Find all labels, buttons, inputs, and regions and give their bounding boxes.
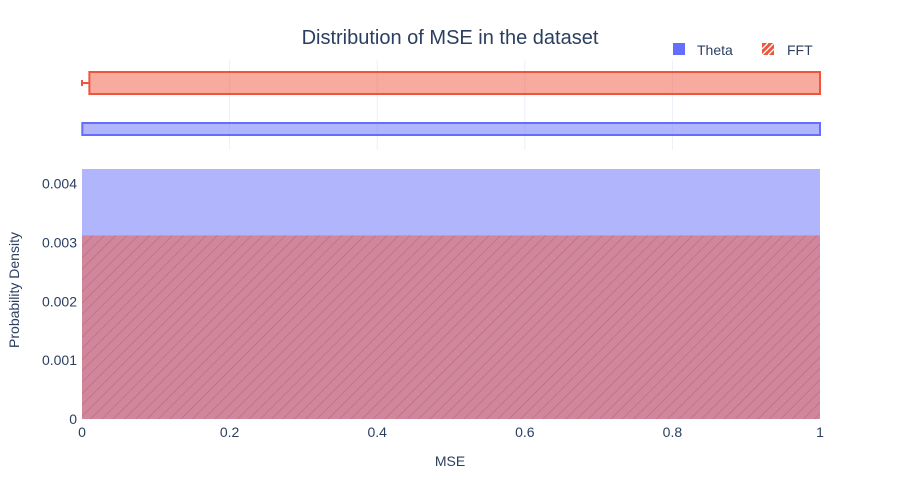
marginal-boxes (81, 71, 821, 136)
y-axis-ticks: 0 0.001 0.002 0.003 0.004 (42, 176, 77, 427)
histogram-bar-hatch-fft (82, 235, 820, 419)
y-tick-label: 0.001 (42, 352, 77, 368)
x-tick-label: 0.2 (220, 424, 240, 440)
x-axis-ticks: 0 0.2 0.4 0.6 0.8 1 (78, 424, 824, 440)
x-axis-label: MSE (435, 453, 465, 469)
legend-item-fft[interactable]: FFT (761, 42, 813, 58)
legend-label-fft: FFT (787, 42, 813, 58)
legend-label-theta: Theta (697, 42, 733, 58)
x-tick-label: 0.6 (515, 424, 535, 440)
legend: Theta FFT (673, 42, 813, 58)
y-tick-label: 0.003 (42, 235, 77, 251)
x-tick-label: 0.8 (663, 424, 683, 440)
legend-item-theta[interactable]: Theta (673, 42, 733, 58)
x-tick-label: 0 (78, 424, 86, 440)
legend-swatch-theta (673, 43, 685, 55)
y-tick-label: 0 (69, 411, 77, 427)
y-tick-label: 0.002 (42, 293, 77, 309)
y-tick-label: 0.004 (42, 176, 77, 192)
chart-title: Distribution of MSE in the dataset (302, 27, 599, 49)
marginal-box-theta (81, 122, 821, 136)
x-tick-label: 0.4 (367, 424, 387, 440)
y-axis-label: Probability Density (6, 232, 22, 348)
histogram-bars (82, 169, 820, 419)
legend-swatch-fft-hatch (761, 42, 775, 56)
marginal-box-fft (88, 71, 821, 95)
x-tick-label: 1 (816, 424, 824, 440)
